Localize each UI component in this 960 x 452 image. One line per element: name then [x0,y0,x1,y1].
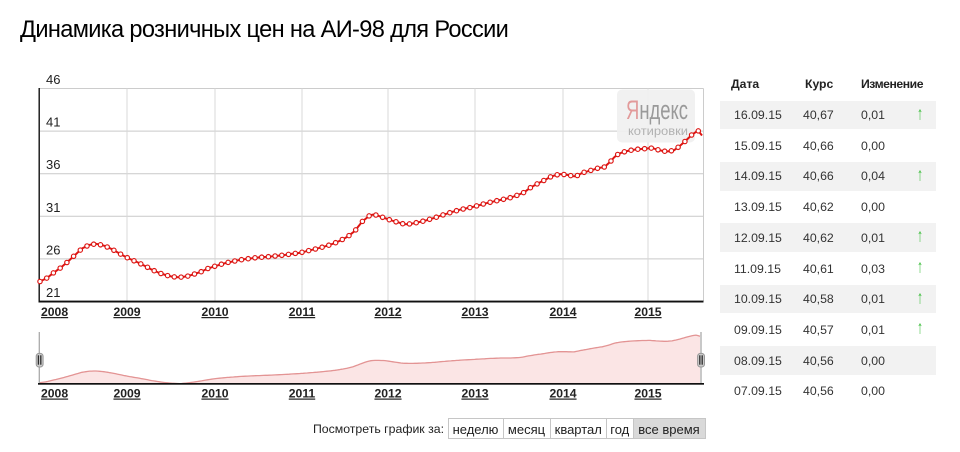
svg-text:2012: 2012 [374,305,401,319]
svg-text:2011: 2011 [289,387,316,401]
svg-text:Яндекс: Яндекс [626,95,688,125]
svg-text:21: 21 [46,285,60,300]
svg-text:31: 31 [46,200,60,215]
svg-text:2008: 2008 [41,387,68,401]
svg-text:2015: 2015 [634,305,661,319]
svg-text:2014: 2014 [549,305,576,319]
svg-text:26: 26 [46,242,60,257]
svg-text:котировки: котировки [628,126,688,138]
svg-text:36: 36 [46,157,60,172]
svg-text:2010: 2010 [201,387,228,401]
svg-text:2009: 2009 [113,305,140,319]
svg-text:2010: 2010 [201,305,228,319]
svg-text:2015: 2015 [634,387,661,401]
svg-text:41: 41 [46,115,60,130]
svg-text:2013: 2013 [461,305,488,319]
svg-text:2008: 2008 [41,305,68,319]
svg-text:2011: 2011 [289,305,316,319]
svg-text:2013: 2013 [461,387,488,401]
svg-text:46: 46 [46,72,60,87]
svg-text:2012: 2012 [374,387,401,401]
svg-text:2009: 2009 [113,387,140,401]
svg-text:2014: 2014 [549,387,576,401]
